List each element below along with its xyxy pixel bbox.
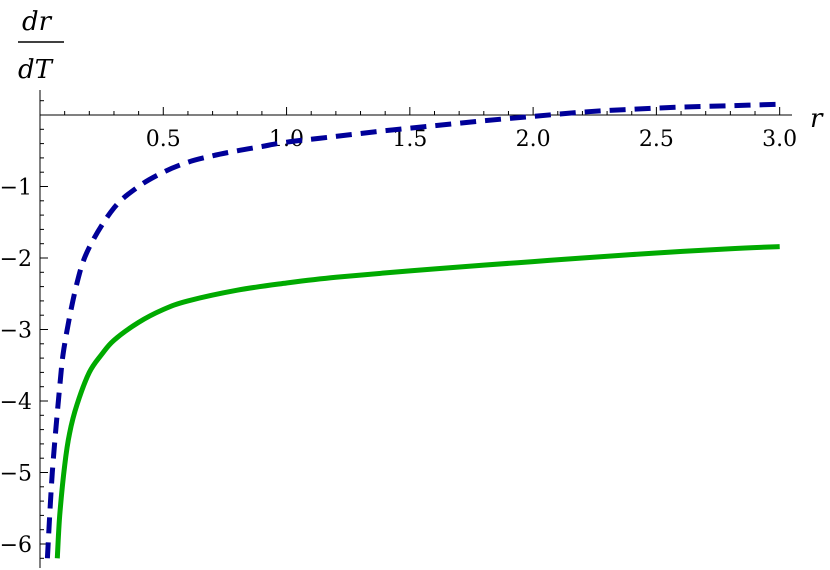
x-tick-label: 2.0 xyxy=(516,127,551,152)
x-axis-label: r xyxy=(810,104,824,134)
series-layer xyxy=(44,101,780,559)
x-tick-label: 0.5 xyxy=(146,127,181,152)
axes xyxy=(39,90,792,568)
series-dashed-line xyxy=(44,101,780,559)
y-tick-label: −5 xyxy=(0,462,32,487)
y-axis-label-numerator: dr xyxy=(22,7,53,37)
y-tick-label: −4 xyxy=(0,390,32,415)
x-tick-label: 3.0 xyxy=(762,127,797,152)
y-tick-label: −1 xyxy=(0,176,32,201)
tick-marks xyxy=(40,100,781,559)
y-tick-label: −3 xyxy=(0,319,32,344)
y-axis-label-denominator: dT xyxy=(18,55,54,85)
y-tick-label: −6 xyxy=(0,533,32,558)
y-axis-label: dr dT xyxy=(18,7,64,85)
tick-labels: 0.5 1.0 1.5 2.0 2.5 3.0−1−2−3−4−5−6 xyxy=(0,127,797,558)
series-solid-line xyxy=(54,244,780,559)
y-tick-label: −2 xyxy=(0,247,32,272)
x-tick-label: 2.5 xyxy=(639,127,674,152)
